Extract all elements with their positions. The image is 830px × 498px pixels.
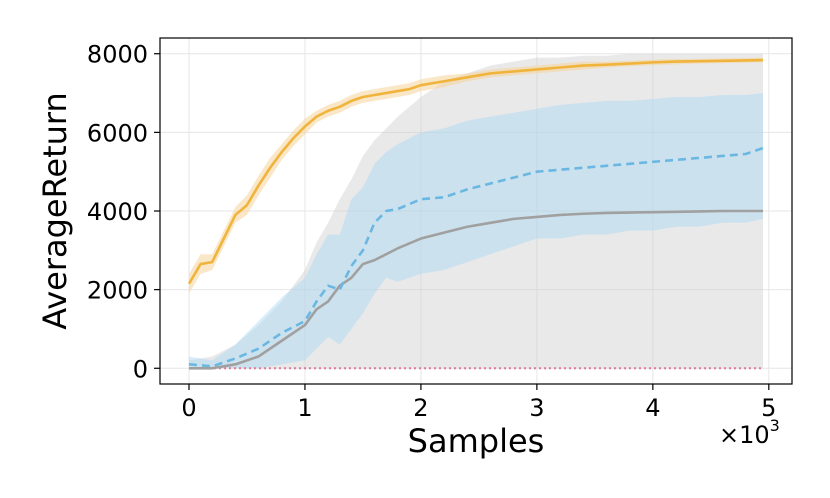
y-tick-label: 8000 <box>87 41 148 69</box>
y-tick-label: 2000 <box>87 277 148 305</box>
x-multiplier: ×103 <box>719 416 780 449</box>
y-tick-label: 6000 <box>87 119 148 147</box>
x-multiplier-exponent: 3 <box>770 416 780 435</box>
y-axis-label: AverageReturn <box>36 92 74 330</box>
confidence-band <box>188 53 764 369</box>
confidence-bands <box>188 53 764 369</box>
series-line <box>187 58 764 285</box>
y-axis-ticks: 0 2000 4000 6000 8000 <box>87 41 160 383</box>
series-line <box>188 209 764 370</box>
confidence-band <box>188 93 764 369</box>
series-lines <box>187 58 764 370</box>
x-tick-label: 0 <box>181 394 196 422</box>
x-axis-label: Samples <box>408 422 545 460</box>
y-tick-label: 4000 <box>87 198 148 226</box>
y-tick-label: 0 <box>133 355 148 383</box>
x-tick-label: 1 <box>297 394 312 422</box>
x-tick-label: 3 <box>529 394 544 422</box>
x-multiplier-base: ×10 <box>719 421 770 449</box>
series-line <box>188 146 764 368</box>
x-axis-ticks: 0 1 2 3 4 5 <box>181 384 776 422</box>
x-tick-label: 4 <box>645 394 660 422</box>
x-tick-label: 5 <box>761 394 776 422</box>
x-tick-label: 2 <box>413 394 428 422</box>
